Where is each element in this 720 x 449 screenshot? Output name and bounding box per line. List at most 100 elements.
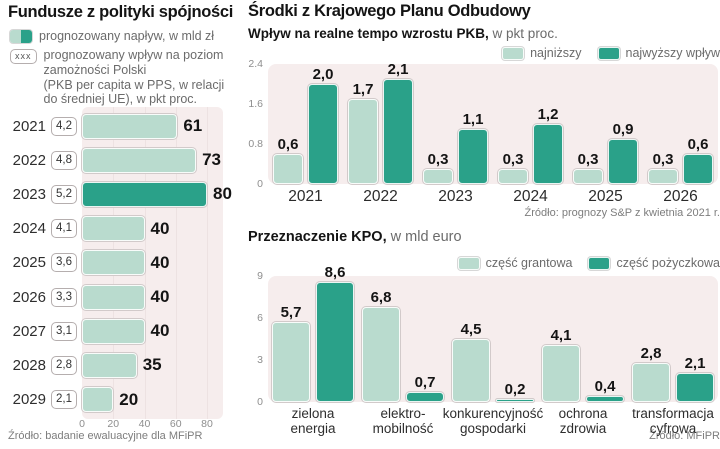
x-axis-label: transformacja cyfrowa (632, 406, 714, 437)
series2-bar: 0,2 (496, 381, 534, 402)
right-main-title: Środki z Krajowego Planu Odbudowy (248, 2, 531, 20)
chart-row: 2029 2,1 20 (8, 386, 244, 414)
cohesion-funds-chart: 2021 4,2 61 2022 4,8 73 2023 5,2 80 2024 4,1 40 2025… (8, 107, 244, 430)
loan-swatch (588, 256, 611, 270)
y-axis-tick: 1.6 (248, 98, 263, 110)
chart-row: 2022 4,8 73 (8, 146, 244, 174)
year-label: 2028 (12, 356, 46, 374)
legend-item-max: najwyższy wpływ (597, 46, 720, 60)
impact-value-chip: 5,2 (51, 184, 77, 204)
inflow-bar (82, 181, 207, 207)
series1-bar: 5,7 (272, 304, 310, 402)
bar-value-label: 2,8 (640, 344, 662, 362)
legend-item-loan: część pożyczkowa (588, 256, 720, 270)
grant-swatch (457, 256, 480, 270)
bar-value-label: 0,4 (594, 378, 616, 396)
bar-group: 0,3 0,6 (643, 64, 718, 184)
bar-value-label: 0,2 (504, 381, 526, 399)
series1-bar: 0,3 (648, 151, 678, 184)
x-axis-tick: 20 (107, 418, 120, 430)
bar-value-label: 0,9 (612, 121, 634, 138)
gdp-chart-source: Źródło: prognozy S&P z kwietnia 2021 r. (524, 207, 720, 219)
series1-bar: 4,1 (542, 327, 580, 402)
x-axis-label: 2025 (588, 188, 623, 205)
bar-value-label: 0,7 (414, 374, 436, 392)
legend-item-min: najniższy (502, 46, 582, 60)
impact-value-chip: 3,1 (51, 321, 77, 341)
bar-group: 1,7 2,1 (343, 61, 418, 184)
bar-value-label: 0,3 (502, 151, 524, 168)
gdp-chart-subtitle: Wpływ na realne tempo wzrostu PKB, w pkt… (248, 26, 558, 41)
max-swatch (597, 46, 620, 60)
bar-group: 4,1 0,4 (538, 276, 628, 402)
x-axis-tick: 0 (79, 418, 85, 430)
inflow-bar (82, 284, 145, 310)
kpo-title-bold: Przeznaczenie KPO, (248, 229, 387, 245)
plot-background: 5,7 8,6 6,8 0,7 4,5 0,2 4,1 0,4 2,8 2,1 (268, 264, 718, 402)
series1-bar: 0,6 (273, 136, 303, 184)
series2-bar: 0,6 (683, 136, 713, 184)
chart-row: 2021 4,2 61 (8, 112, 244, 140)
gridline (175, 107, 177, 419)
inflow-value-label: 40 (150, 218, 170, 238)
min-swatch (502, 46, 525, 60)
impact-legend-chip: xxx (10, 49, 37, 64)
inflow-bar (82, 250, 145, 276)
inflow-legend-swatch (10, 30, 32, 43)
bar-value-label: 1,7 (352, 81, 374, 98)
bar-value-label: 0,6 (277, 136, 299, 153)
kpo-chart-title: Przeznaczenie KPO, w mld euro (248, 229, 462, 245)
series2-bar: 0,4 (586, 378, 624, 402)
impact-value-chip: 3,3 (51, 287, 77, 307)
year-label: 2024 (12, 220, 46, 238)
series2-bar: 2,0 (308, 66, 338, 184)
year-label: 2023 (12, 185, 46, 203)
chart-row: 2025 3,6 40 (8, 249, 244, 277)
impact-legend-label: prognozowany wpływ na poziom zamożności … (43, 48, 225, 107)
series2-bar: 2,1 (383, 61, 413, 184)
left-legend-inflow: prognozowany napływ, w mld zł (10, 29, 214, 44)
series2-bar: 2,1 (676, 355, 714, 402)
chart-row: 2026 3,3 40 (8, 283, 244, 311)
legend-item-grant: część grantowa (457, 256, 572, 270)
year-label: 2027 (12, 322, 46, 340)
bar-value-label: 1,2 (537, 106, 559, 123)
bar-value-label: 0,6 (687, 136, 709, 153)
inflow-bar (82, 113, 178, 139)
x-axis-label: 2026 (663, 188, 698, 205)
x-axis-label: 2024 (513, 188, 548, 205)
gdp-chart-legend: najniższy najwyższy wpływ (502, 46, 720, 60)
bar-value-label: 0,3 (652, 151, 674, 168)
series2-bar: 1,1 (458, 111, 488, 184)
inflow-bar (82, 216, 145, 242)
y-axis-tick: 0.8 (248, 138, 263, 150)
chart-row: 2023 5,2 80 (8, 180, 244, 208)
inflow-bar (82, 352, 137, 378)
inflow-value-label: 40 (150, 321, 170, 341)
x-axis-label: elektro- mobilność (372, 406, 434, 437)
year-label: 2026 (12, 288, 46, 306)
impact-value-chip: 3,6 (51, 253, 77, 273)
y-axis-tick: 2.4 (248, 58, 263, 70)
bar-group: 0,3 0,9 (568, 64, 643, 184)
x-axis-tick: 80 (201, 418, 213, 430)
bar-value-label: 6,8 (370, 288, 392, 306)
inflow-value-label: 40 (150, 252, 170, 272)
impact-value-chip: 4,2 (51, 116, 77, 136)
subtitle-units: w pkt proc. (488, 26, 558, 41)
bar-value-label: 2,1 (684, 354, 706, 372)
series1-bar: 1,7 (348, 81, 378, 184)
bar-value-label: 8,6 (324, 263, 346, 281)
gdp-impact-chart-panel: Środki z Krajowego Planu Odbudowy Wpływ … (248, 0, 720, 228)
impact-value-chip: 2,1 (51, 390, 77, 410)
inflow-value-label: 61 (183, 116, 203, 135)
chart-row: 2027 3,1 40 (8, 317, 244, 345)
chart-row: 2028 2,8 35 (8, 351, 244, 379)
inflow-value-label: 80 (213, 184, 232, 204)
inflow-bar (82, 387, 114, 413)
bar-value-label: 2,1 (387, 61, 409, 78)
kpo-chart-legend: część grantowa część pożyczkowa (457, 256, 720, 270)
bar-value-label: 1,1 (462, 111, 484, 128)
series2-bar: 0,9 (608, 121, 638, 184)
x-axis-label: ochrona zdrowia (558, 406, 608, 437)
